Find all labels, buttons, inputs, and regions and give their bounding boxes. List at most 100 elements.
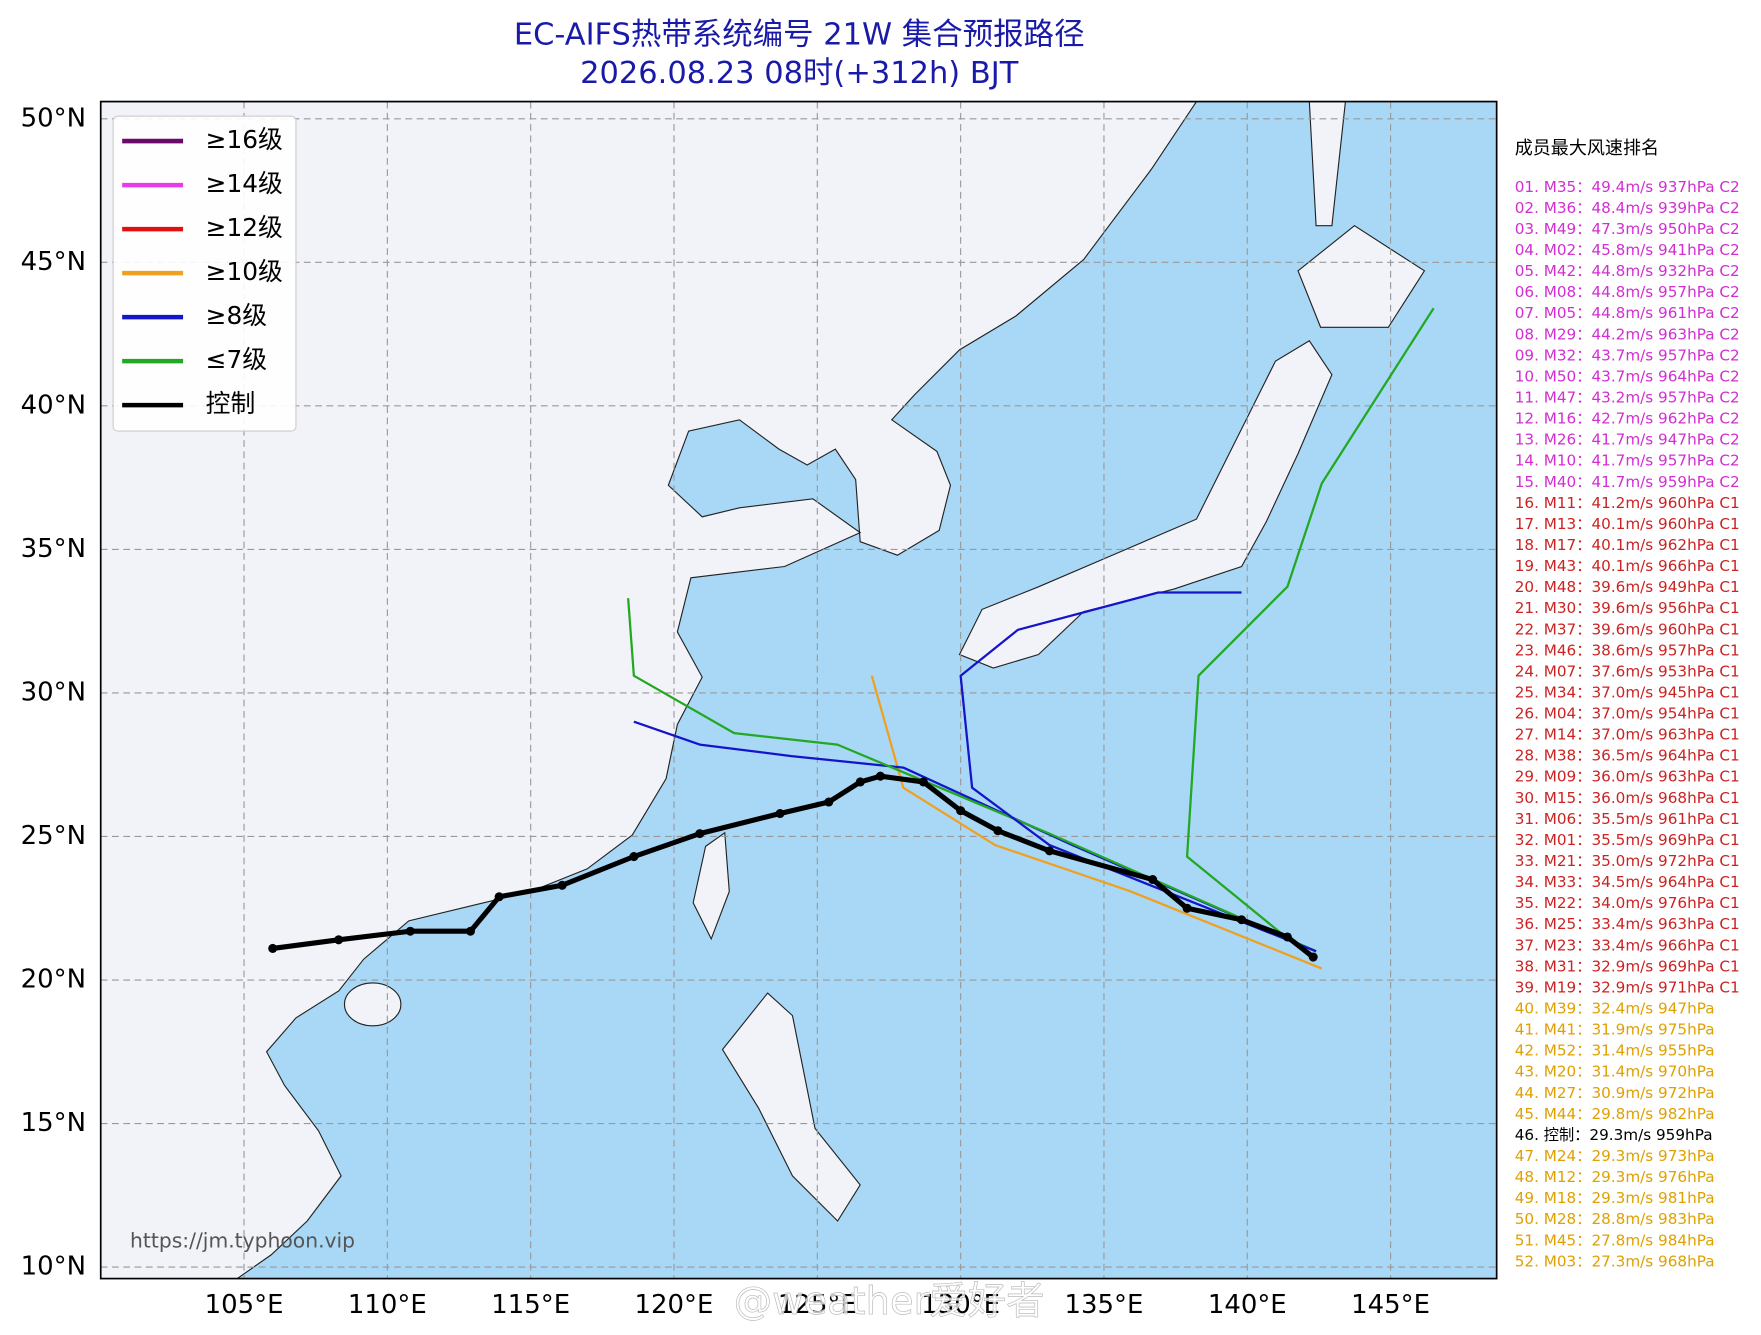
ranking-item: 50. M28：28.8m/s 983hPa [1515,1210,1715,1228]
control-point [629,852,639,862]
control-point [775,808,785,819]
ranking-item: 08. M29：44.2m/s 963hPa C2 [1515,325,1740,343]
control-point [1308,952,1318,962]
ranking-item: 18. M17：40.1m/s 962hPa C1 [1515,536,1740,554]
ranking-item: 44. M27：30.9m/s 972hPa [1515,1084,1715,1102]
ranking-item: 19. M43：40.1m/s 966hPa C1 [1515,557,1740,575]
control-point [557,880,567,890]
ranking-item: 16. M11：41.2m/s 960hPa C1 [1515,494,1740,512]
ranking-item: 35. M22：34.0m/s 976hPa C1 [1515,894,1740,912]
ranking-item: 24. M07：37.6m/s 953hPa C1 [1515,662,1740,680]
x-tick-label: 105°E [205,1290,284,1320]
ranking-item: 11. M47：43.2m/s 957hPa C2 [1515,389,1740,407]
member-track [870,675,1323,970]
control-point [1237,915,1247,925]
ranking-item: 41. M41：31.9m/s 975hPa [1515,1021,1715,1039]
ranking-item: 04. M02：45.8m/s 941hPa C2 [1515,241,1740,259]
ranking-item: 09. M32：43.7m/s 957hPa C2 [1515,346,1740,364]
control-point [956,806,966,816]
ranking-item: 36. M25：33.4m/s 963hPa C1 [1515,915,1740,933]
legend-label: ≤7级 [206,345,267,374]
ranking-item: 29. M09：36.0m/s 963hPa C1 [1515,768,1740,786]
ranking-item: 05. M42：44.8m/s 932hPa C2 [1515,262,1740,280]
ranking-item: 13. M26：41.7m/s 947hPa C2 [1515,431,1740,449]
watermark: @weather爱好者 [734,1279,1045,1324]
ranking-item: 52. M03：27.3m/s 968hPa [1515,1252,1715,1270]
control-point [268,943,278,953]
y-tick-label: 15°N [21,1108,86,1138]
ranking-item: 06. M08：44.8m/s 957hPa C2 [1515,283,1740,301]
x-tick-label: 125°E [778,1290,857,1320]
subtitle: 2026.08.23 08时(+312h) BJT [580,56,1019,91]
legend-label: ≥16级 [206,125,283,154]
control-point [494,892,504,902]
x-tick-label: 120°E [635,1290,714,1320]
ranking-item: 22. M37：39.6m/s 960hPa C1 [1515,620,1740,638]
ranking-item: 33. M21：35.0m/s 972hPa C1 [1515,852,1740,870]
title: EC-AIFS热带系统编号 21W 集合预报路径 [514,18,1085,53]
ranking-item: 17. M13：40.1m/s 960hPa C1 [1515,515,1740,533]
ranking-item: 37. M23：33.4m/s 966hPa C1 [1515,936,1740,954]
axes: 105°E 110°E 115°E 120°E 125°E 130°E 135°E 140°E… [21,103,1430,1320]
map-frame [99,100,1498,1280]
source-url: https://jm.typhoon.vip [130,1228,355,1252]
ranking-item: 43. M20：31.4m/s 970hPa [1515,1063,1715,1081]
ranking-item: 20. M48：39.6m/s 949hPa C1 [1515,578,1740,596]
ranking-item: 49. M18：29.3m/s 981hPa [1515,1189,1715,1207]
y-tick-label: 10°N [21,1252,86,1282]
x-tick-label: 145°E [1351,1290,1430,1320]
ranking-item: 31. M06：35.5m/s 961hPa C1 [1515,810,1740,828]
ranking-item: 12. M16：42.7m/s 962hPa C2 [1515,410,1740,428]
ranking-item: 39. M19：32.9m/s 971hPa C1 [1515,978,1740,996]
map-area [100,101,1497,1279]
ranking-item: 42. M52：31.4m/s 955hPa [1515,1042,1715,1060]
control-point [855,777,865,787]
ranking-item: 47. M24：29.3m/s 973hPa [1515,1147,1715,1165]
control-point [993,826,1003,836]
y-tick-label: 40°N [21,390,86,420]
ranking-item: 45. M44：29.8m/s 982hPa [1515,1105,1715,1123]
y-tick-label: 30°N [21,677,86,707]
legend-label: 控制 [206,389,256,418]
ranking-item: 32. M01：35.5m/s 969hPa C1 [1515,831,1740,849]
ranking-item: 38. M31：32.9m/s 969hPa C1 [1515,957,1740,975]
ranking-item: 28. M38：36.5m/s 964hPa C1 [1515,747,1740,765]
control-point [1044,846,1055,856]
ranking-item: 10. M50：43.7m/s 964hPa C2 [1515,367,1740,385]
ranking-item: 23. M46：38.6m/s 957hPa C1 [1515,641,1740,659]
control-point [405,926,415,936]
legend-box [112,115,297,432]
y-tick-label: 25°N [21,821,86,851]
y-tick-label: 45°N [21,247,86,277]
control-point [695,829,705,839]
member-track [959,591,1317,953]
ranking-item: 25. M34：37.0m/s 945hPa C1 [1515,683,1740,701]
ranking-item: 40. M39：32.4m/s 947hPa [1515,1000,1715,1018]
ranking-item: 48. M12：29.3m/s 976hPa [1515,1168,1715,1186]
y-tick-label: 20°N [21,965,86,995]
land [100,101,1426,1279]
member-track [1185,307,1435,958]
control-point [824,797,834,807]
ranking-item: 07. M05：44.8m/s 961hPa C2 [1515,304,1740,322]
legend-label: ≥14级 [206,169,283,198]
x-tick-label: 115°E [491,1290,570,1320]
ranking-item: 14. M10：41.7m/s 957hPa C2 [1515,452,1740,470]
legend-label: ≥12级 [206,213,283,242]
ranking-item: 34. M33：34.5m/s 964hPa C1 [1515,873,1740,891]
legend-label: ≥8级 [206,301,267,330]
member-track [627,598,1317,953]
ranking-item: 30. M15：36.0m/s 968hPa C1 [1515,789,1740,807]
tracks [268,307,1435,970]
control-point [1282,932,1292,942]
ranking-item: 46. 控制：29.3m/s 959hPa [1515,1126,1713,1144]
x-tick-label: 130°E [921,1290,1000,1320]
ranking-title: 成员最大风速排名 [1515,138,1659,159]
control-point [918,777,928,787]
ranking-item: 03. M49：47.3m/s 950hPa C2 [1515,220,1740,238]
ranking-list: 01. M35：49.4m/s 937hPa C2 02. M36：48.4m/s… [1515,178,1740,1271]
ranking-item: 15. M40：41.7m/s 959hPa C2 [1515,473,1740,491]
ranking-item: 27. M14：37.0m/s 963hPa C1 [1515,726,1740,744]
